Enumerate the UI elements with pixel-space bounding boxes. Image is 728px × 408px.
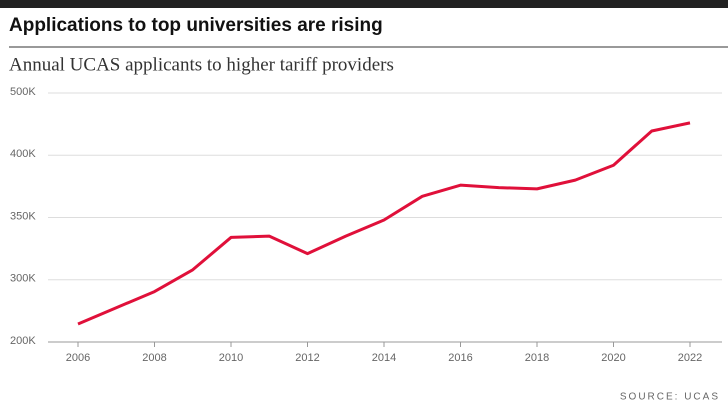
x-tick-label: 2008 bbox=[142, 352, 166, 364]
y-tick-label: 350K bbox=[10, 210, 36, 222]
chart-subtitle: Annual UCAS applicants to higher tariff … bbox=[9, 54, 394, 75]
data-line bbox=[77, 121, 691, 326]
x-tick-label: 2016 bbox=[448, 352, 472, 364]
chart-title: Applications to top universities are ris… bbox=[9, 15, 383, 36]
x-tick-label: 2018 bbox=[525, 352, 549, 364]
x-tick-label: 2022 bbox=[678, 352, 702, 364]
y-tick-label: 400K bbox=[10, 148, 36, 160]
y-tick-label: 300K bbox=[10, 273, 36, 285]
x-tick-label: 2012 bbox=[295, 352, 319, 364]
x-tick-label: 2010 bbox=[219, 352, 243, 364]
top-bar bbox=[0, 0, 728, 8]
y-tick-label: 200K bbox=[10, 335, 36, 347]
y-tick-label: 500K bbox=[10, 86, 36, 98]
x-tick-label: 2014 bbox=[372, 352, 396, 364]
x-tick-label: 2020 bbox=[601, 352, 625, 364]
x-tick-label: 2006 bbox=[66, 352, 90, 364]
source: SOURCE: UCAS bbox=[620, 392, 720, 403]
